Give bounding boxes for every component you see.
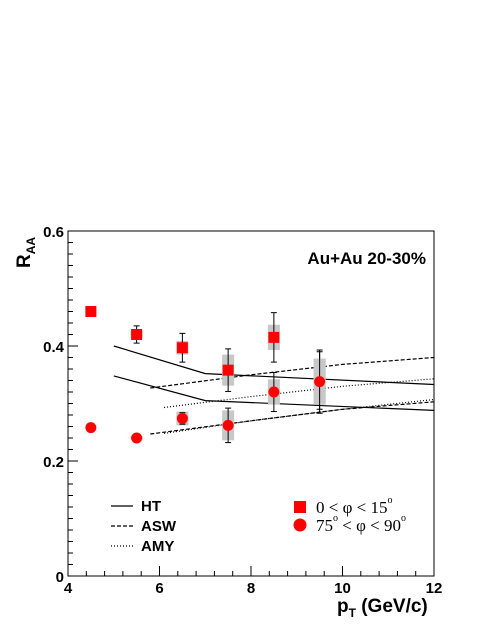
y-tick-label: 0.2 bbox=[43, 454, 64, 471]
x-axis-title-sub: T bbox=[349, 606, 357, 620]
data-points bbox=[85, 306, 326, 444]
legend-square-marker bbox=[294, 501, 306, 513]
legend-amy-label: AMY bbox=[141, 538, 174, 555]
x-tick-label: 12 bbox=[426, 580, 443, 597]
x-tick-label: 6 bbox=[155, 580, 163, 597]
point-circle bbox=[268, 386, 280, 398]
x-axis-title-rest: (GeV/c) bbox=[356, 596, 428, 617]
curve-amy bbox=[164, 378, 435, 409]
y-tick-label: 0 bbox=[56, 569, 64, 586]
point-circle bbox=[85, 422, 97, 434]
legend-lines: HT ASW AMY bbox=[111, 498, 177, 555]
curve-asw bbox=[150, 356, 435, 389]
point-circle bbox=[222, 419, 234, 431]
legend-circle-label: 75o < φ < 90o bbox=[316, 513, 406, 535]
x-tick-label: 8 bbox=[247, 580, 255, 597]
theory-curves bbox=[113, 345, 435, 435]
x-tick-label: 4 bbox=[64, 580, 73, 597]
x-tick-label: 10 bbox=[334, 580, 351, 597]
point-square bbox=[85, 306, 97, 317]
y-tick-label: 0.4 bbox=[43, 339, 65, 356]
point-square bbox=[131, 329, 143, 340]
y-tick-label: 0.6 bbox=[43, 224, 64, 241]
legend-markers: 0 < φ < 15o 75o < φ < 90o bbox=[293, 495, 406, 535]
point-circle bbox=[314, 376, 326, 388]
axis-ticks bbox=[67, 230, 435, 577]
point-square bbox=[222, 364, 234, 376]
point-square bbox=[176, 342, 188, 354]
y-axis-title-sub: AA bbox=[24, 237, 38, 255]
curve-ht bbox=[113, 345, 435, 386]
legend-square-label: 0 < φ < 15o bbox=[316, 495, 393, 517]
curve-asw bbox=[150, 401, 435, 435]
point-circle bbox=[131, 432, 143, 444]
x-axis-title-main: p bbox=[337, 596, 349, 617]
legend-asw-label: ASW bbox=[141, 518, 177, 535]
legend-circle-marker bbox=[293, 518, 307, 532]
legend-ht-label: HT bbox=[141, 498, 161, 515]
tick-labels: 4 6 8 10 12 0 0.2 0.4 0.6 bbox=[43, 224, 442, 597]
point-circle bbox=[176, 412, 188, 424]
x-axis-title: pT (GeV/c) bbox=[337, 596, 428, 620]
point-square bbox=[268, 331, 280, 343]
y-axis-title-main: R bbox=[14, 254, 35, 268]
y-axis-title: RAA bbox=[14, 237, 38, 268]
system-annotation: Au+Au 20-30% bbox=[307, 249, 426, 268]
